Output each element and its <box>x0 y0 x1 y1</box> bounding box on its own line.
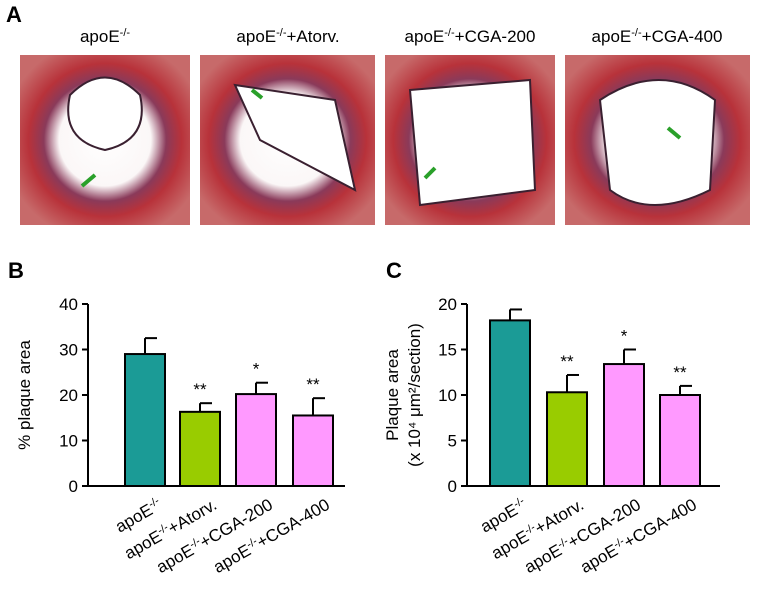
bar <box>179 410 221 487</box>
y-tick-label: 20 <box>438 295 457 314</box>
y-tick-label: 40 <box>59 295 78 314</box>
image-caption: apoE-/-+CGA-200 <box>405 27 536 46</box>
y-tick-label: 5 <box>448 432 457 451</box>
bar <box>292 414 334 488</box>
y-tick-label: 15 <box>438 341 457 360</box>
bar <box>489 319 531 487</box>
panel-label: C <box>386 258 402 283</box>
significance: * <box>253 360 260 379</box>
arrow <box>250 88 264 100</box>
y-tick-label: 0 <box>69 477 78 496</box>
significance: ** <box>306 375 320 394</box>
significance: * <box>621 327 628 346</box>
image-caption: apoE-/- <box>80 27 130 46</box>
y-tick-label: 0 <box>448 477 457 496</box>
bar <box>659 394 701 487</box>
significance: ** <box>193 380 207 399</box>
panel-label: A <box>6 2 22 27</box>
lumen <box>67 76 143 152</box>
significance: ** <box>673 363 687 382</box>
lumen <box>408 78 537 207</box>
bar <box>235 393 277 487</box>
panel-label: B <box>8 258 24 283</box>
image-caption: apoE-/-+Atorv. <box>236 27 339 46</box>
micrographs <box>20 55 750 225</box>
y-axis-label: Plaque area <box>383 349 402 441</box>
y-axis-label: % plaque area <box>15 340 34 450</box>
arrow <box>80 173 97 188</box>
bar <box>124 353 166 487</box>
image-caption: apoE-/-+CGA-400 <box>592 27 723 46</box>
lumen <box>598 79 717 206</box>
bar <box>546 391 588 487</box>
y-tick-label: 10 <box>438 386 457 405</box>
arrows <box>80 88 682 188</box>
lumen <box>233 83 357 192</box>
y-tick-label: 20 <box>59 386 78 405</box>
bar <box>603 363 645 487</box>
arrow <box>666 126 682 140</box>
arrow <box>423 166 437 180</box>
y-tick-label: 30 <box>59 341 78 360</box>
y-tick-label: 10 <box>59 432 78 451</box>
significance: ** <box>560 352 574 371</box>
y-axis-label: (x 10⁴ μm²/section) <box>405 323 424 467</box>
